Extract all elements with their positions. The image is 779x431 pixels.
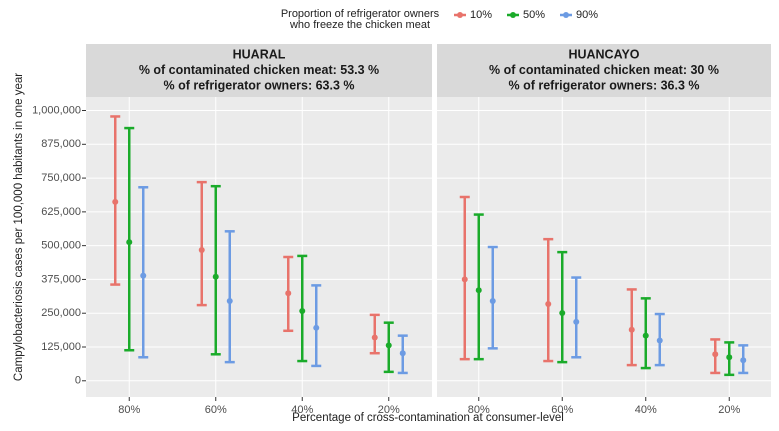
point (545, 301, 552, 308)
x-tick-label: 80% (118, 404, 140, 416)
point (285, 290, 292, 297)
point (226, 298, 233, 305)
point (126, 239, 133, 246)
y-tick-label: 625,000 (41, 206, 81, 218)
strip-title: HUARAL (233, 47, 286, 61)
x-tick-label: 80% (468, 404, 490, 416)
y-tick-label: 875,000 (41, 138, 81, 150)
x-tick-label: 20% (378, 404, 400, 416)
point (656, 337, 663, 344)
x-tick-label: 60% (205, 404, 227, 416)
x-axis-title: Percentage of cross-contamination at con… (292, 412, 564, 424)
point (385, 342, 392, 349)
point (212, 273, 219, 280)
strip-title: HUANCAYO (568, 47, 639, 61)
point (198, 246, 205, 253)
legend-key-point (457, 12, 463, 18)
x-tick-label: 40% (635, 404, 657, 416)
legend-title: who freeze the chicken meat (289, 19, 430, 31)
x-tick-label: 40% (291, 404, 313, 416)
y-tick-label: 750,000 (41, 172, 81, 184)
point (740, 357, 747, 364)
point (112, 198, 119, 205)
x-tick-label: 60% (551, 404, 573, 416)
y-axis-title: Campylobacteriosis cases per 100,000 hab… (13, 73, 25, 381)
legend-key-point (563, 12, 569, 18)
strip-title: % of refrigerator owners: 63.3 % (163, 78, 354, 92)
point (726, 354, 733, 361)
point (461, 276, 468, 283)
point (628, 326, 635, 333)
point (642, 332, 649, 339)
strip-title: % of refrigerator owners: 36.3 % (508, 78, 699, 92)
x-tick-label: 20% (718, 404, 740, 416)
y-tick-label: 1,000,000 (32, 104, 81, 116)
strip (86, 44, 432, 97)
point (399, 350, 406, 357)
point (712, 351, 719, 358)
legend-label: 50% (523, 9, 545, 21)
point (140, 272, 147, 279)
legend-label: 90% (576, 9, 598, 21)
y-tick-label: 500,000 (41, 240, 81, 252)
strip (437, 44, 771, 97)
point (475, 287, 482, 294)
strip-title: % of contaminated chicken meat: 53.3 % (139, 63, 379, 77)
panel (437, 97, 771, 397)
legend-key-point (510, 12, 516, 18)
point (313, 324, 320, 331)
point (573, 318, 580, 325)
point (371, 334, 378, 341)
point (489, 298, 496, 305)
y-tick-label: 250,000 (41, 307, 81, 319)
y-tick-label: 375,000 (41, 273, 81, 285)
y-tick-label: 0 (75, 375, 81, 387)
point (559, 309, 566, 316)
point (299, 308, 306, 315)
strip-title: % of contaminated chicken meat: 30 % (489, 63, 719, 77)
legend-label: 10% (470, 9, 492, 21)
y-tick-label: 125,000 (41, 341, 81, 353)
panel (86, 97, 432, 397)
legend-title: Proportion of refrigerator owners (281, 8, 440, 20)
